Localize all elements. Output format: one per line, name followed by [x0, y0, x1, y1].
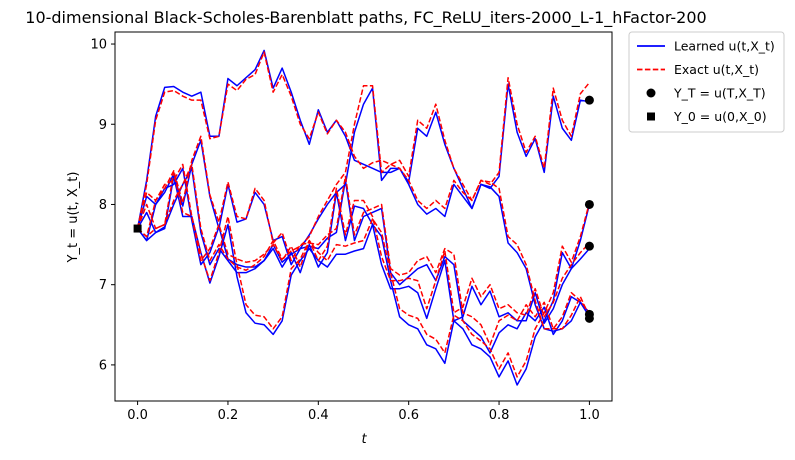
x-tick-label-5: 1.0 [579, 408, 600, 423]
learned-path-3 [136, 83, 590, 274]
terminal-point-5 [584, 313, 594, 323]
y-tick-label-0: 6 [99, 358, 107, 373]
plot-area [114, 31, 613, 402]
y-tick-label-3: 9 [99, 118, 107, 133]
legend-handle-terminal [646, 88, 656, 98]
y-axis: 6 7 8 9 10 [90, 38, 115, 373]
learned-path-2 [136, 139, 591, 354]
y-tick-label-4: 10 [90, 38, 107, 53]
exact-path-1 [136, 51, 591, 330]
series-lines [136, 49, 591, 386]
x-tick-label-2: 0.4 [308, 408, 329, 423]
exact-path-4 [136, 171, 591, 378]
exact-path-2 [137, 135, 591, 346]
learned-path-4 [136, 175, 591, 386]
x-axis-label: t [361, 432, 367, 447]
terminal-point-1 [584, 95, 594, 105]
exact-path-3 [137, 76, 590, 271]
terminal-point-3 [584, 241, 594, 251]
legend-box [628, 31, 785, 133]
initial-point-marker [133, 224, 142, 233]
x-axis: 0.0 0.2 0.4 0.6 0.8 1.0 [127, 401, 600, 423]
legend-label-4: Y_0 = u(0,X_0) [673, 109, 767, 124]
x-tick-label-4: 0.8 [489, 408, 510, 423]
y-axis-label: Y_t = u(t, X_t) [66, 172, 81, 264]
x-tick-label-3: 0.6 [398, 408, 419, 423]
y-tick-label-2: 8 [99, 198, 107, 213]
chart-title: 10-dimensional Black-Scholes-Barenblatt … [25, 8, 706, 28]
exact-path-5 [136, 163, 590, 318]
legend-label-3: Y_T = u(T,X_T) [673, 86, 766, 101]
terminal-point-2 [584, 199, 594, 209]
x-tick-label-0: 0.0 [127, 408, 148, 423]
legend-label-2: Exact u(t,X_t) [674, 62, 759, 77]
y-tick-label-1: 7 [99, 278, 107, 293]
legend-handle-initial [647, 112, 655, 121]
legend-label-1: Learned u(t,X_t) [674, 39, 775, 54]
x-tick-label-1: 0.2 [218, 408, 239, 423]
learned-path-1 [136, 49, 590, 332]
plot-frame [114, 31, 613, 402]
legend: Learned u(t,X_t) Exact u(t,X_t) Y_T = u(T,… [628, 31, 785, 133]
